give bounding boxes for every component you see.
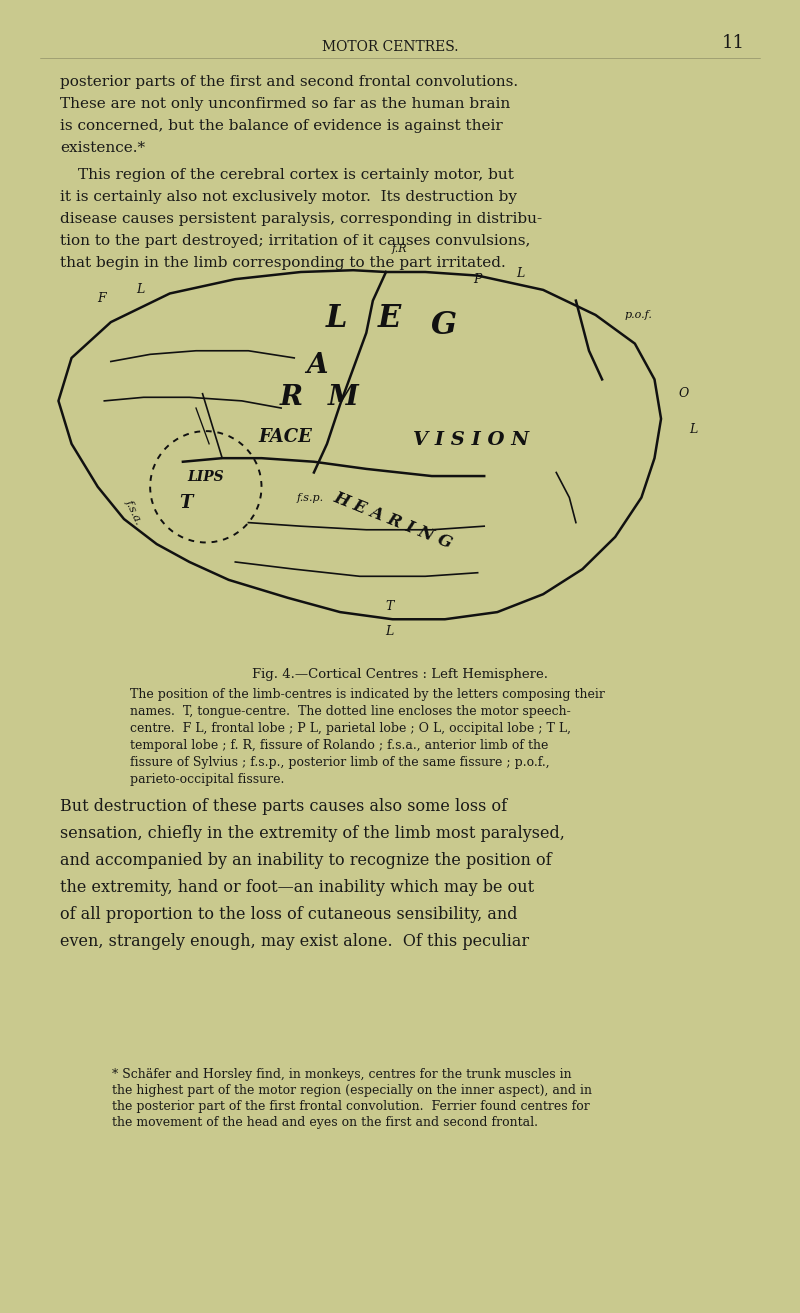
Text: LIPS: LIPS: [187, 470, 224, 484]
Text: tion to the part destroyed; irritation of it causes convulsions,: tion to the part destroyed; irritation o…: [60, 234, 530, 248]
Text: disease causes persistent paralysis, corresponding in distribu-: disease causes persistent paralysis, cor…: [60, 211, 542, 226]
Text: L: L: [690, 423, 698, 436]
Text: Fig. 4.—Cortical Centres : Left Hemisphere.: Fig. 4.—Cortical Centres : Left Hemisphe…: [252, 668, 548, 681]
Text: f.R: f.R: [391, 244, 407, 253]
Text: fissure of Sylvius ; f.s.p., posterior limb of the same fissure ; p.o.f.,: fissure of Sylvius ; f.s.p., posterior l…: [130, 756, 550, 769]
Text: L: L: [136, 282, 145, 295]
Text: parieto-occipital fissure.: parieto-occipital fissure.: [130, 773, 284, 786]
Text: This region of the cerebral cortex is certainly motor, but: This region of the cerebral cortex is ce…: [78, 168, 514, 183]
Text: L: L: [385, 625, 394, 638]
Text: of all proportion to the loss of cutaneous sensibility, and: of all proportion to the loss of cutaneo…: [60, 906, 518, 923]
Text: But destruction of these parts causes also some loss of: But destruction of these parts causes al…: [60, 798, 507, 815]
Text: is concerned, but the balance of evidence is against their: is concerned, but the balance of evidenc…: [60, 119, 502, 133]
Text: sensation, chiefly in the extremity of the limb most paralysed,: sensation, chiefly in the extremity of t…: [60, 825, 565, 842]
Text: the highest part of the motor region (especially on the inner aspect), and in: the highest part of the motor region (es…: [112, 1085, 592, 1096]
Text: the posterior part of the first frontal convolution.  Ferrier found centres for: the posterior part of the first frontal …: [112, 1100, 590, 1113]
Text: T: T: [385, 600, 394, 613]
Text: F: F: [97, 293, 106, 306]
Text: L: L: [326, 303, 347, 334]
Text: centre.  F L, frontal lobe ; P L, parietal lobe ; O L, occipital lobe ; T L,: centre. F L, frontal lobe ; P L, parieta…: [130, 722, 571, 735]
Text: V I S I O N: V I S I O N: [413, 431, 529, 449]
Text: posterior parts of the first and second frontal convolutions.: posterior parts of the first and second …: [60, 75, 518, 89]
Text: E: E: [378, 303, 401, 334]
Text: These are not only unconfirmed so far as the human brain: These are not only unconfirmed so far as…: [60, 97, 510, 112]
Text: A: A: [306, 352, 328, 378]
Text: 11: 11: [722, 34, 745, 53]
Text: it is certainly also not exclusively motor.  Its destruction by: it is certainly also not exclusively mot…: [60, 190, 517, 204]
Text: existence.*: existence.*: [60, 140, 145, 155]
Text: T: T: [179, 494, 193, 512]
Text: * Schäfer and Horsley find, in monkeys, centres for the trunk muscles in: * Schäfer and Horsley find, in monkeys, …: [112, 1067, 572, 1081]
Text: P: P: [474, 273, 482, 286]
Text: M: M: [328, 383, 358, 411]
Text: G: G: [430, 310, 457, 341]
Text: O: O: [679, 387, 689, 400]
Text: f.s.p.: f.s.p.: [297, 492, 324, 503]
Text: R: R: [279, 383, 302, 411]
Text: and accompanied by an inability to recognize the position of: and accompanied by an inability to recog…: [60, 852, 552, 869]
Text: even, strangely enough, may exist alone.  Of this peculiar: even, strangely enough, may exist alone.…: [60, 934, 529, 951]
Text: The position of the limb-centres is indicated by the letters composing their: The position of the limb-centres is indi…: [130, 688, 605, 701]
Text: the extremity, hand or foot—an inability which may be out: the extremity, hand or foot—an inability…: [60, 878, 534, 895]
Text: H E A R I N G: H E A R I N G: [330, 490, 454, 553]
Text: p.o.f.: p.o.f.: [624, 310, 652, 320]
Text: L: L: [516, 267, 524, 280]
Text: names.  T, tongue-centre.  The dotted line encloses the motor speech-: names. T, tongue-centre. The dotted line…: [130, 705, 570, 718]
Text: temporal lobe ; f. R, fissure of Rolando ; f.s.a., anterior limb of the: temporal lobe ; f. R, fissure of Rolando…: [130, 739, 548, 752]
Text: f.s.a.: f.s.a.: [124, 498, 144, 527]
Text: that begin in the limb corresponding to the part irritated.: that begin in the limb corresponding to …: [60, 256, 506, 270]
Text: FACE: FACE: [258, 428, 312, 446]
Text: MOTOR CENTRES.: MOTOR CENTRES.: [322, 39, 458, 54]
Text: the movement of the head and eyes on the first and second frontal.: the movement of the head and eyes on the…: [112, 1116, 538, 1129]
